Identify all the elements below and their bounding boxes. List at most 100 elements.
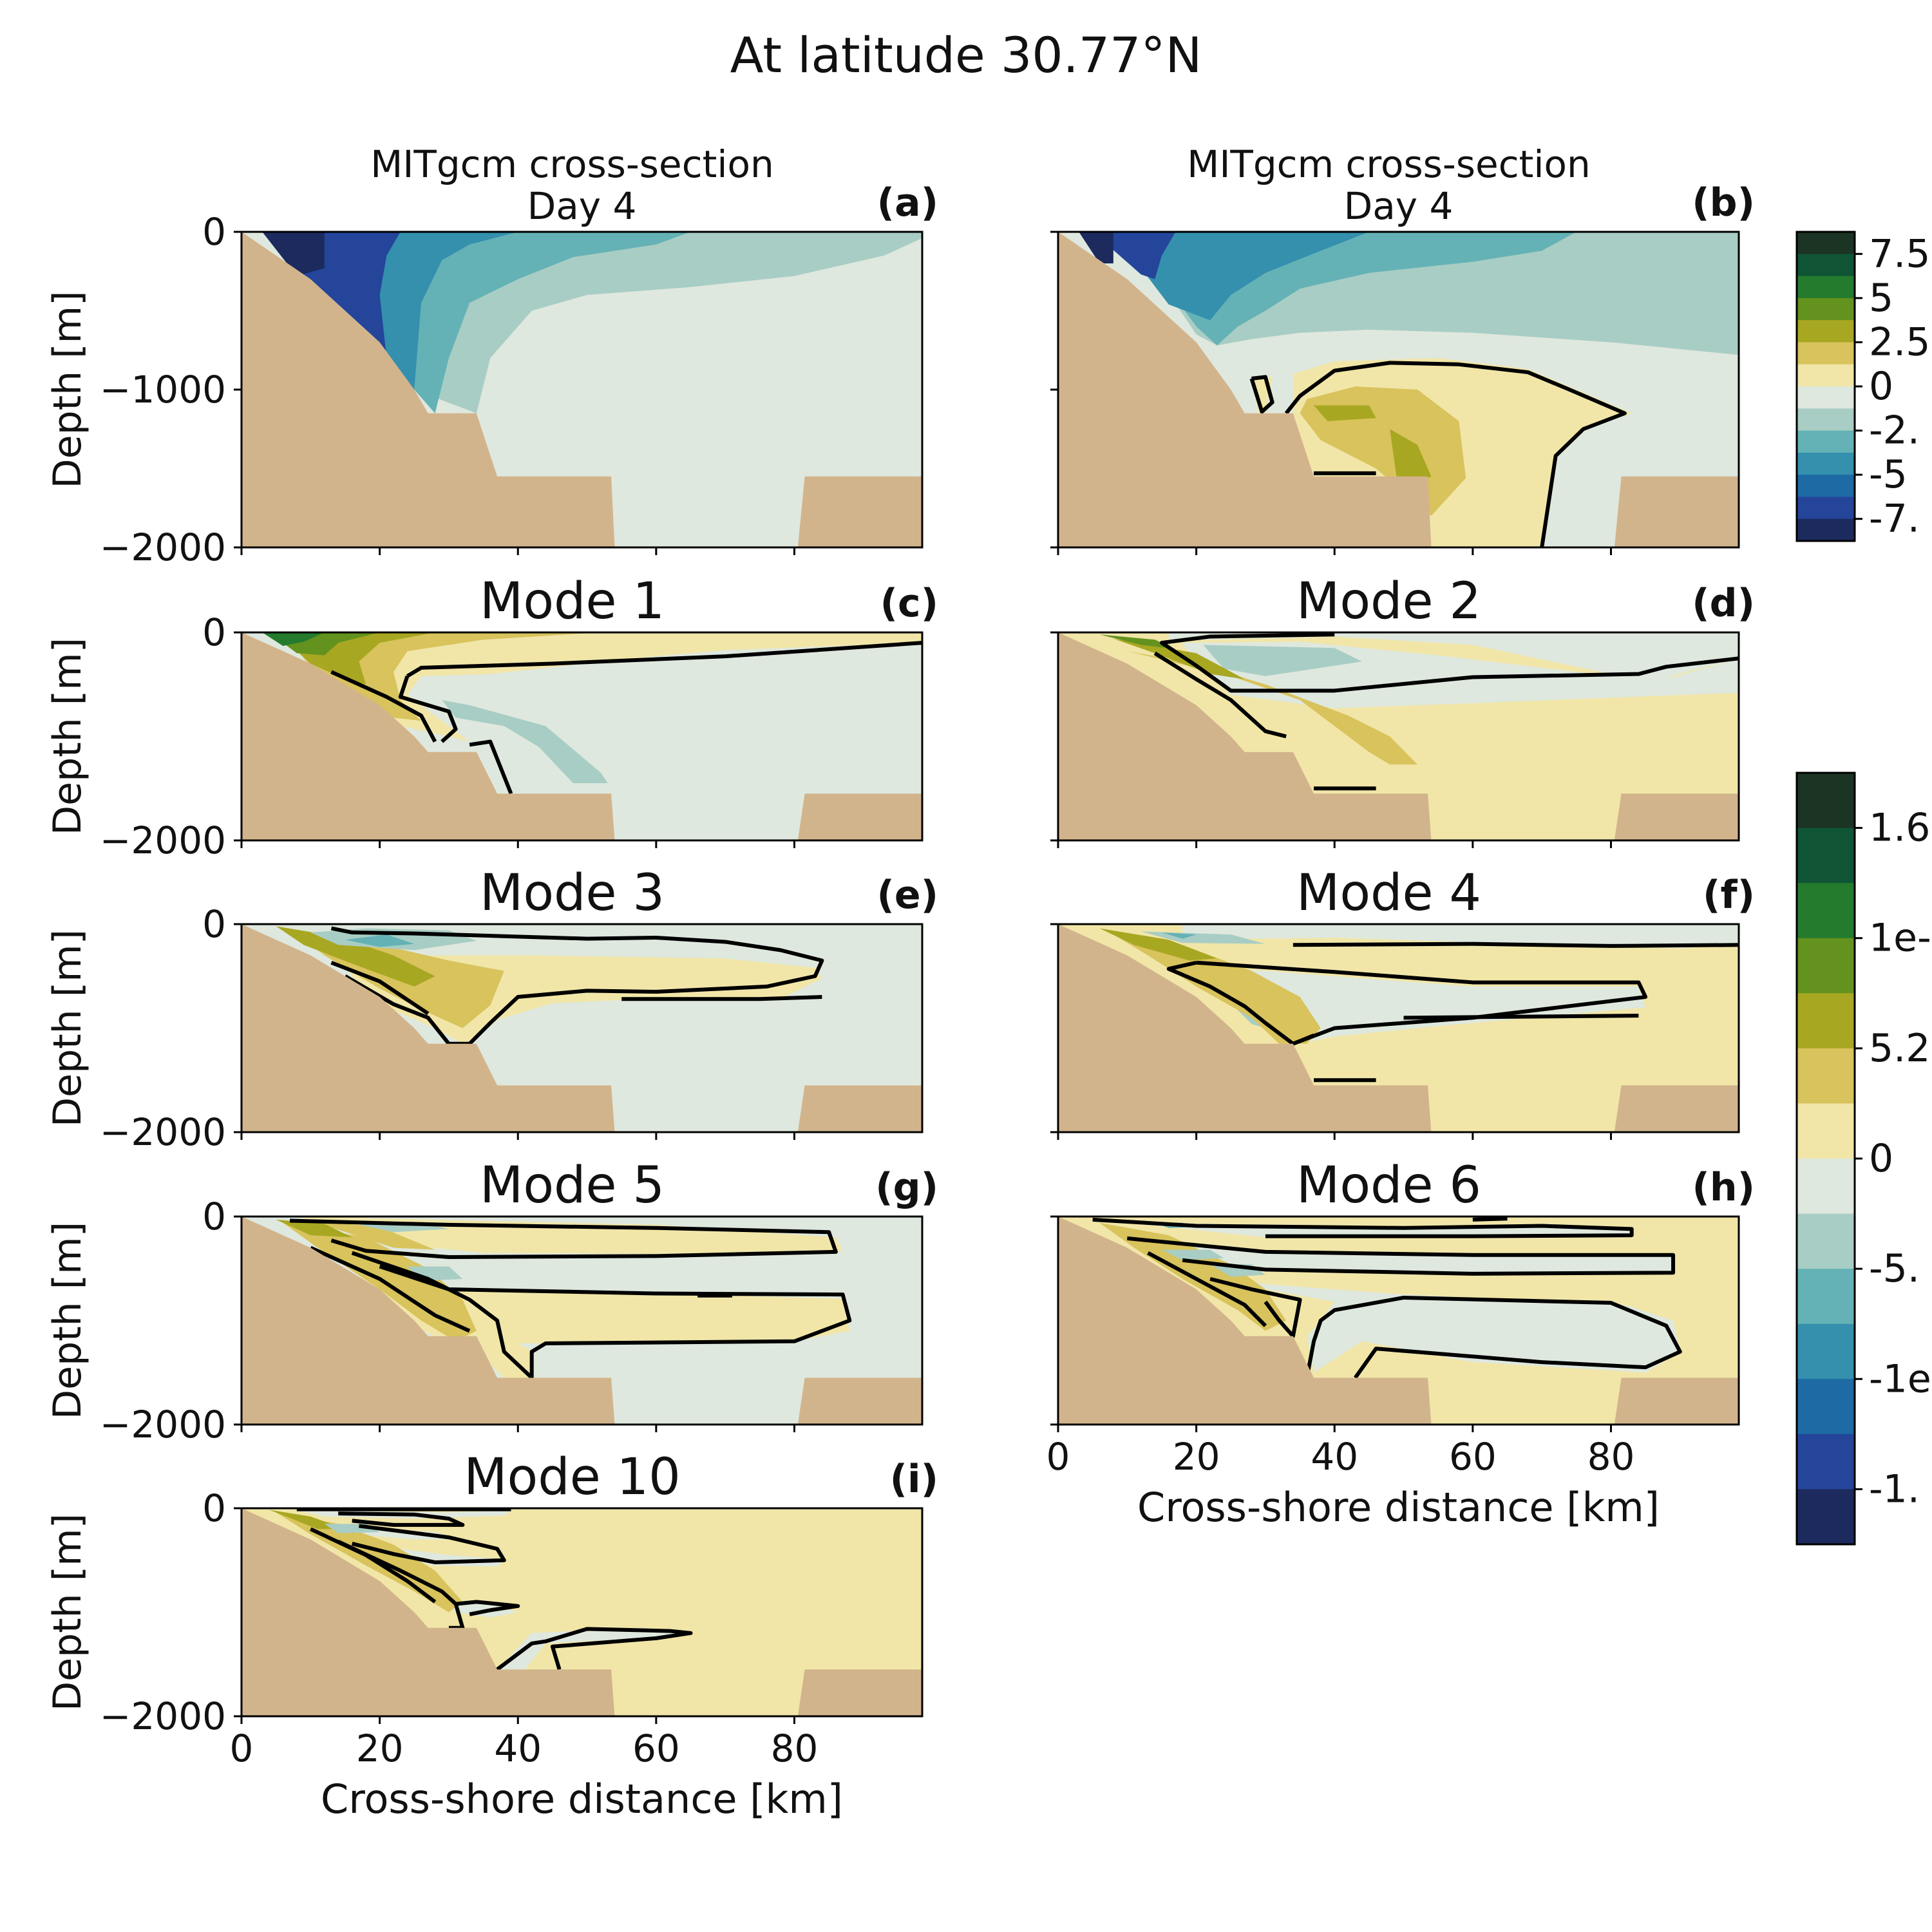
panel-title: Mode 1: [480, 573, 665, 630]
zero-contour-0: [1159, 632, 1739, 693]
colorbar-swatch: [1797, 364, 1855, 387]
field-region-6: [1113, 638, 1245, 679]
panel-title: Mode 2: [1296, 573, 1481, 630]
y-tick-label: −2000: [100, 1110, 226, 1154]
panel-letter: (g): [875, 1165, 938, 1210]
zero-contour-1: [1153, 651, 1287, 739]
zero-contour-0: [290, 1218, 838, 1259]
x-tick-label: 20: [1173, 1435, 1220, 1479]
zero-contour-2: [330, 960, 430, 1016]
panel-frame: [240, 1215, 923, 1426]
colorbar-swatch: [1797, 232, 1855, 254]
field-region-5: [262, 632, 325, 646]
zero-contour-4: [1147, 1251, 1267, 1327]
panel-f: Mode 4 (f): [1050, 864, 1755, 1140]
panel-frame: [1057, 1215, 1740, 1426]
panel-frame: [240, 1507, 923, 1718]
field-region-7: [1099, 928, 1217, 961]
field-region-7: [1099, 634, 1176, 649]
zero-contour-1: [1127, 1236, 1676, 1276]
field-region-3: [1113, 232, 1369, 321]
panel-h: 0 20 40 60 80 Cross-shore distance [km] Mode 6…: [1046, 1157, 1755, 1531]
colorbar-swatch: [1797, 1213, 1855, 1269]
panel-title: Mode 10: [464, 1448, 681, 1506]
panel-frame: [240, 631, 923, 842]
field-region-2: [1127, 1237, 1674, 1275]
zero-contour-0: [1249, 375, 1274, 414]
x-tick-label: 80: [771, 1727, 819, 1770]
bathymetry-land: [242, 924, 922, 1132]
panel-title: Mode 3: [480, 864, 665, 922]
bathymetry-land: [1058, 924, 1739, 1132]
colorbar-swatch: [1797, 497, 1855, 520]
y-tick-label: −2000: [100, 1403, 226, 1446]
zero-contour-1: [338, 1511, 465, 1527]
field-region-1: [1168, 632, 1739, 679]
bathymetry-land: [242, 232, 922, 547]
y-tick-label: 0: [202, 1486, 226, 1530]
bathymetry-land: [1058, 632, 1739, 840]
bathymetry-land: [242, 632, 922, 840]
colorbar-tick-label: 2.5: [1869, 319, 1930, 365]
panel-title: Mode 4: [1296, 864, 1481, 922]
x-tick-label: 0: [230, 1727, 254, 1770]
colorbar-swatch: [1797, 828, 1855, 884]
field-region-4: [262, 232, 325, 276]
zero-contour-0: [1166, 960, 1648, 1046]
colorbar-swatch: [1797, 475, 1855, 498]
field-region-3: [1210, 1274, 1680, 1373]
colorbar-swatch: [1797, 1379, 1855, 1435]
zero-contour-1: [351, 1251, 852, 1380]
zero-contour-3: [1293, 942, 1739, 948]
colorbar-swatch: [1797, 1489, 1855, 1545]
x-axis-label: Cross-shore distance [km]: [1137, 1484, 1660, 1531]
field-region-1: [1182, 924, 1739, 949]
colorbar-tick-label: -1e: [1869, 1356, 1931, 1401]
colorbar-swatch: [1797, 452, 1855, 475]
zero-contour-1: [621, 995, 822, 1001]
zero-contour-4: [1292, 1034, 1315, 1046]
panel-c-field: [242, 632, 922, 840]
colorbar-tick-label: 7.5: [1869, 231, 1930, 276]
zero-contour-3: [310, 1245, 471, 1333]
colorbar-swatch: [1797, 883, 1855, 939]
field-region-4: [310, 1220, 435, 1250]
field-region-5: [276, 1219, 352, 1238]
colorbar-swatch: [1797, 320, 1855, 343]
field-region-5: [1127, 651, 1418, 765]
panel-letter: (b): [1692, 180, 1755, 225]
y-tick-label: 0: [202, 210, 226, 254]
colorbar-swatch: [1797, 408, 1855, 431]
panel-title: Mode 6: [1296, 1157, 1481, 1215]
colorbar-swatch: [1797, 1048, 1855, 1104]
colorbar-tick-label: 1.6: [1869, 806, 1930, 851]
colorbar-tick-label: -2.: [1869, 408, 1920, 453]
colorbar-swatch: [1797, 993, 1855, 1049]
y-axis-label: Depth [m]: [45, 929, 90, 1127]
y-tick-label: 0: [202, 902, 226, 946]
x-tick-label: 40: [494, 1727, 542, 1770]
y-axis-label: Depth [m]: [45, 290, 90, 488]
colorbar-swatch: [1797, 342, 1855, 365]
panel-title: MITgcm cross-section: [1187, 142, 1590, 186]
zero-contour-0: [330, 926, 824, 1046]
colorbar-swatch: [1797, 386, 1855, 409]
panel-letter: (f): [1703, 873, 1755, 918]
colorbar-swatch: [1797, 1323, 1855, 1379]
colorbar-tick-label: 5.2: [1869, 1026, 1930, 1071]
colorbar-swatch: [1797, 773, 1855, 829]
colorbar-swatch: [1797, 518, 1855, 542]
y-axis-label: Depth [m]: [45, 1513, 90, 1711]
zero-contour-3: [1305, 1295, 1682, 1379]
field-region-0: [414, 232, 922, 413]
panel-letter: (c): [880, 581, 938, 626]
mode-colorbar: 1.6 1e- 5.2 0 -5. -1e -1.: [1795, 772, 1931, 1546]
panel-letter: (a): [877, 180, 938, 225]
colorbar-swatch: [1797, 1103, 1855, 1159]
